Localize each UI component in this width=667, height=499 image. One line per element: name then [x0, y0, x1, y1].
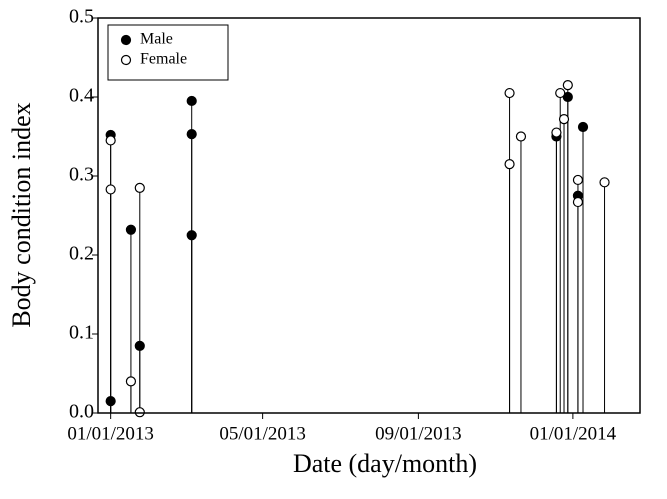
- point: [504, 159, 515, 170]
- x-axis-label: Date (day/month): [293, 449, 477, 478]
- point: [504, 87, 515, 99]
- y-axis-label: Body condition index: [7, 102, 36, 327]
- x-tick-label: 01/01/2013: [67, 423, 154, 444]
- point: [105, 396, 116, 407]
- point: [105, 184, 116, 195]
- y-tick-label: 0.3: [69, 164, 94, 186]
- point: [572, 196, 584, 208]
- x-tick-label: 05/01/2013: [219, 423, 306, 444]
- point: [105, 135, 116, 146]
- point: [551, 127, 562, 138]
- point: [558, 114, 570, 125]
- plot-frame: [97, 17, 641, 414]
- x-tick-label: 01/01/2014: [530, 423, 617, 444]
- y-tick-label: 0.2: [69, 243, 94, 265]
- legend-box: [107, 24, 229, 81]
- point: [134, 340, 145, 351]
- point: [599, 177, 610, 188]
- y-tick-label: 0.5: [69, 6, 94, 28]
- y-tick-label: 0.4: [69, 85, 94, 107]
- y-tick-label: 0.0: [69, 401, 94, 423]
- point: [572, 174, 584, 186]
- point: [186, 230, 197, 241]
- point: [186, 95, 197, 107]
- point: [186, 129, 197, 140]
- point: [577, 121, 589, 133]
- x-tick-label: 09/01/2013: [375, 423, 462, 444]
- point: [515, 131, 527, 142]
- legend-label: Male: [140, 31, 173, 48]
- point: [134, 407, 145, 418]
- legend-marker: [120, 54, 132, 66]
- legend: Male Female: [107, 24, 229, 81]
- point: [134, 182, 145, 193]
- legend-marker: [120, 34, 132, 46]
- legend-label: Female: [140, 51, 187, 68]
- point: [562, 80, 573, 91]
- point: [125, 224, 137, 235]
- y-tick-label: 0.1: [69, 322, 94, 344]
- point: [555, 87, 566, 99]
- point: [125, 376, 137, 387]
